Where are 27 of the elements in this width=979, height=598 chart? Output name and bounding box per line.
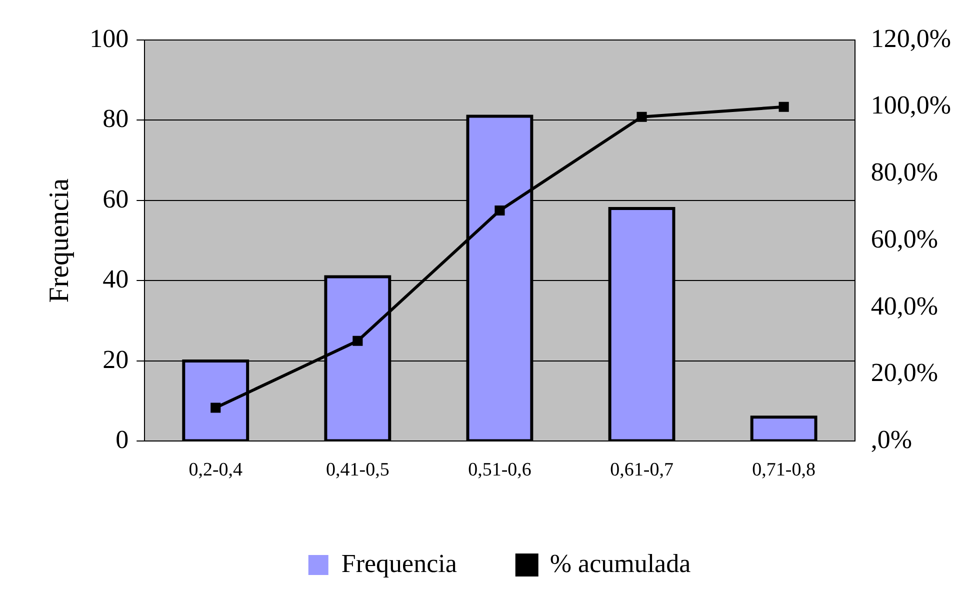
y2-tick-label: 100,0% xyxy=(870,90,952,120)
point xyxy=(210,402,221,413)
legend-label: Frequencia xyxy=(341,548,458,578)
bar xyxy=(750,416,818,442)
y-tick-label: 100 xyxy=(90,24,129,53)
point xyxy=(636,112,647,122)
y2-tick-label: 80,0% xyxy=(870,158,938,187)
x-tick-label: 0,41-0,5 xyxy=(326,460,390,481)
x-tick-label: 0,61-0,7 xyxy=(610,460,674,481)
y-tick-label: 40 xyxy=(102,264,129,294)
y2-tick-label: 20,0% xyxy=(870,358,938,388)
y-axis-title: Frequencia xyxy=(44,178,76,303)
y2-tick-label: 120,0% xyxy=(870,24,952,53)
y2-tick-label: 60,0% xyxy=(870,224,938,254)
y-tick-label: 80 xyxy=(102,104,129,134)
x-tick-label: 0,2-0,4 xyxy=(188,460,244,481)
x-tick-label: 0,71-0,8 xyxy=(752,460,816,481)
y-tick-label: 20 xyxy=(102,344,129,374)
legend-label: % acumulada xyxy=(550,548,692,578)
y-tick-label: 60 xyxy=(102,184,129,214)
y-tick-label: 0 xyxy=(116,425,129,454)
y2-tick-label: ,0% xyxy=(870,425,912,454)
y2-tick-label: 40,0% xyxy=(870,291,938,320)
point xyxy=(494,205,505,216)
x-tick-label: 0,51-0,6 xyxy=(468,460,532,481)
point xyxy=(778,102,789,112)
point xyxy=(352,336,363,346)
